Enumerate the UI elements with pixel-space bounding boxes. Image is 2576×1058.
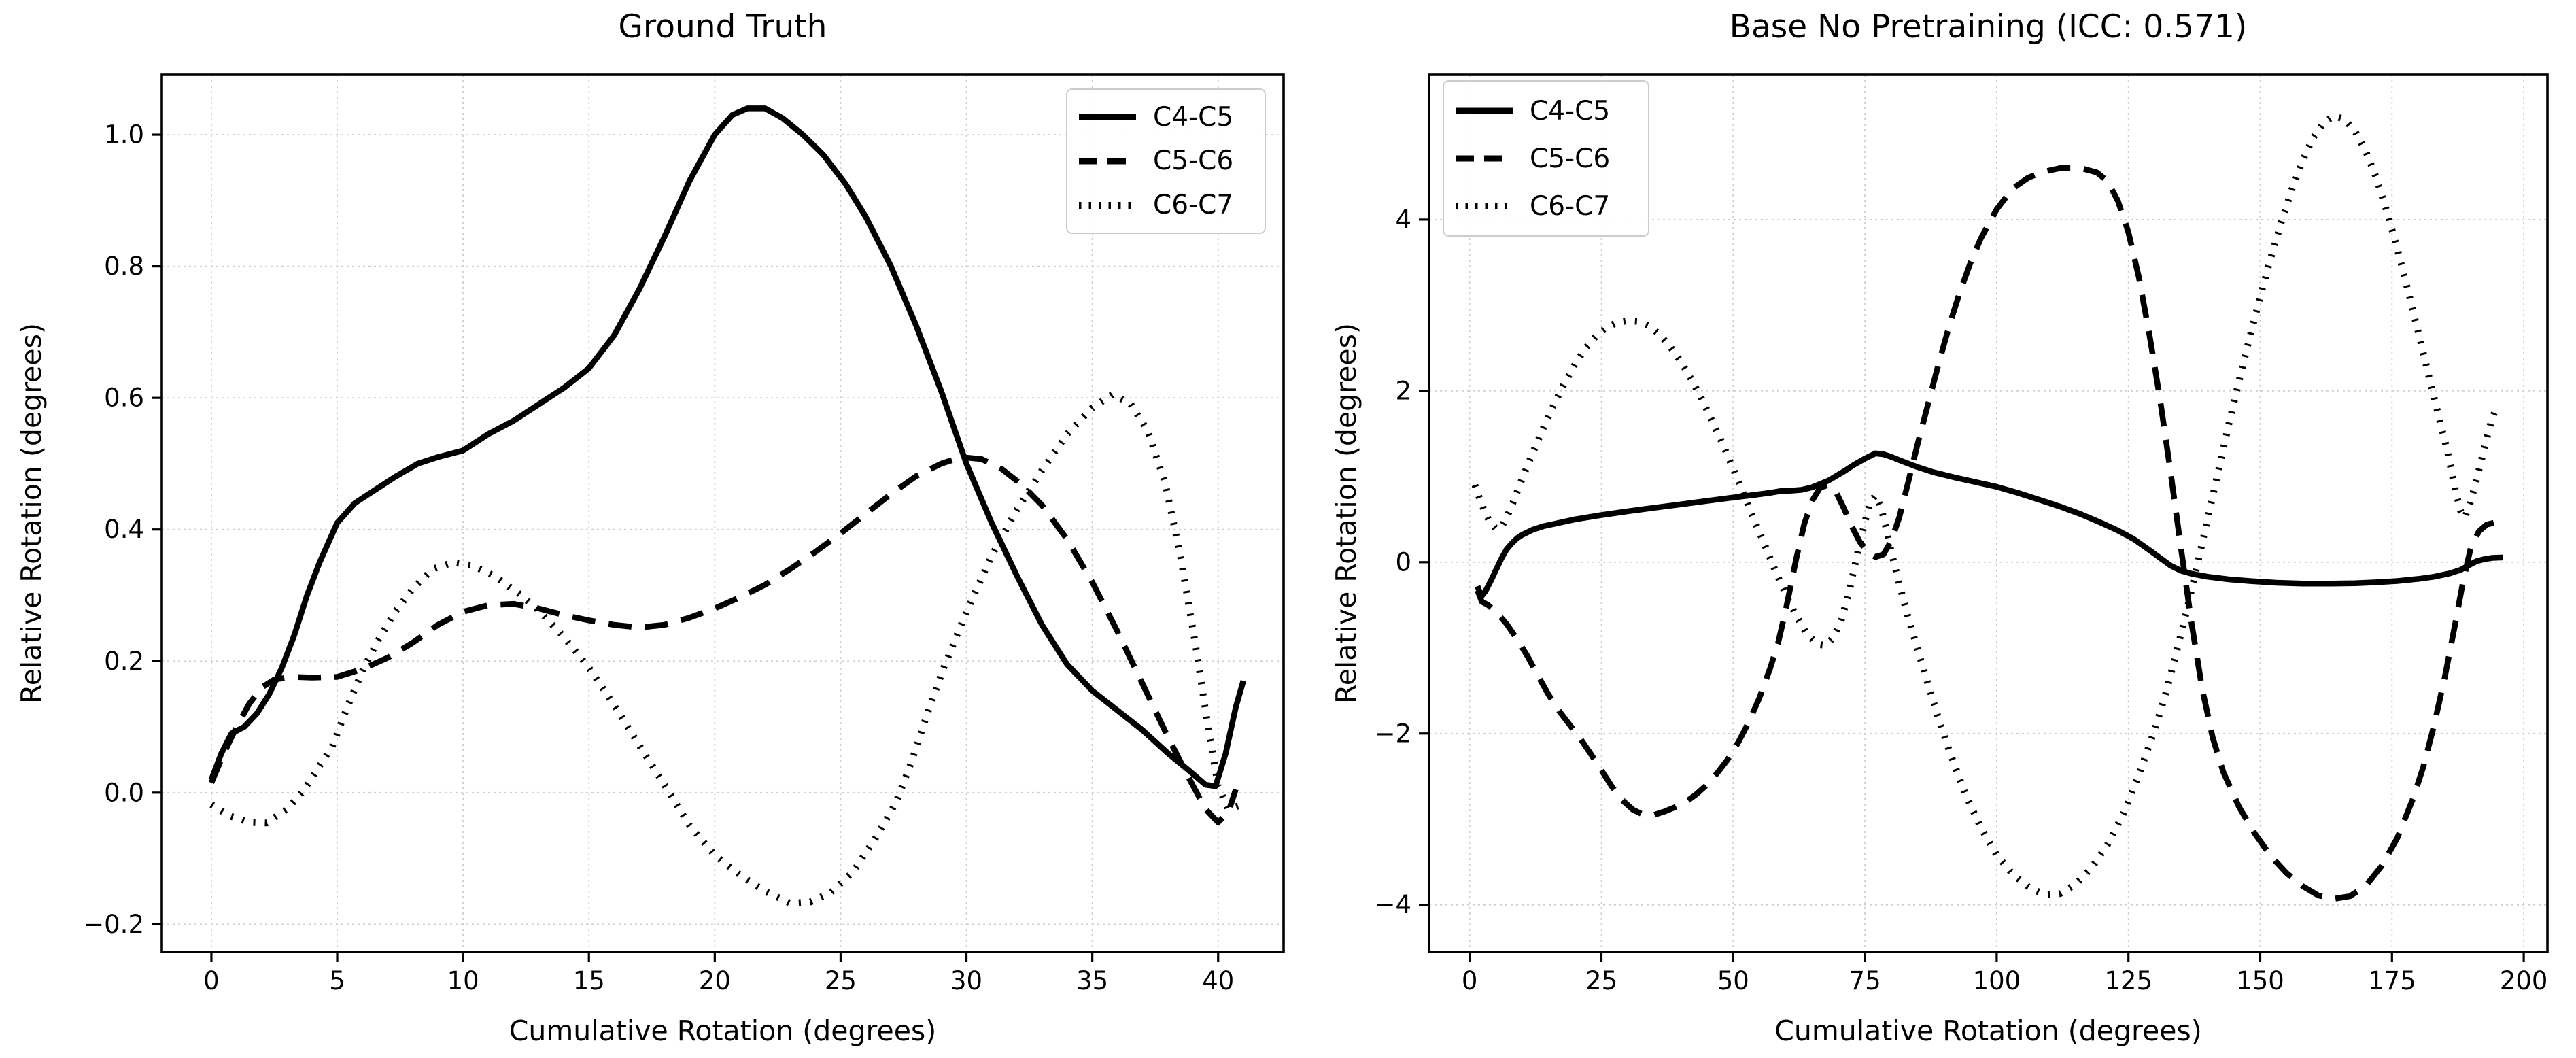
right-x-axis-label: Cumulative Rotation (degrees) (1774, 1014, 2202, 1047)
x-tick-label: 25 (825, 966, 857, 995)
legend-item: C5-C6 (1077, 146, 1255, 176)
dashed-line-icon (1456, 155, 1513, 162)
y-tick-label: 2 (1395, 376, 1411, 405)
y-tick-label: 0.4 (104, 515, 144, 544)
legend-label: C6-C7 (1153, 190, 1234, 221)
y-tick-label: −4 (1374, 890, 1411, 919)
x-tick-label: 50 (1717, 966, 1749, 995)
plot-spines (1428, 73, 2549, 953)
x-tick-label: 150 (2236, 966, 2284, 995)
x-tick-label: 35 (1076, 966, 1108, 995)
right-legend: C4-C5 C5-C6 C6-C7 (1443, 80, 1649, 237)
series-line-C4-C5 (208, 105, 1246, 789)
solid-line-icon (1079, 114, 1136, 120)
x-tick-label: 0 (1462, 966, 1478, 995)
x-tick-label: 5 (329, 966, 345, 995)
grid-layer (162, 75, 1284, 952)
dotted-line-icon (1079, 201, 1136, 209)
x-tick-label: 25 (1585, 966, 1617, 995)
legend-item: C4-C5 (1077, 102, 1255, 133)
legend-label: C4-C5 (1530, 95, 1611, 126)
dotted-line-icon (1456, 203, 1513, 209)
dashed-line-icon (1079, 158, 1136, 165)
x-tick-label: 0 (203, 966, 220, 995)
x-tick-label: 100 (1973, 966, 2021, 995)
right-y-axis-label: Relative Rotation (degrees) (1330, 323, 1362, 704)
legend-item: C6-C7 (1454, 191, 1638, 222)
series-line-C4-C5 (1475, 450, 2503, 600)
y-tick-label: 4 (1395, 205, 1411, 234)
y-tick-label: 0.6 (104, 383, 144, 413)
x-tick-label: 30 (950, 966, 982, 995)
legend-label: C5-C6 (1530, 143, 1611, 174)
legend-item: C5-C6 (1454, 143, 1638, 174)
legend-label: C5-C6 (1153, 146, 1234, 177)
left-x-axis-label: Cumulative Rotation (degrees) (509, 1014, 937, 1047)
series-line-C6-C7 (209, 391, 1239, 907)
y-tick-label: −2 (1374, 719, 1411, 748)
plot-spines (160, 73, 1285, 953)
x-tick-label: 20 (699, 966, 731, 995)
y-tick-label: 0.2 (104, 647, 144, 676)
y-tick-label: −0.2 (83, 910, 144, 939)
series-line-C5-C6 (208, 454, 1239, 825)
legend-label: C6-C7 (1530, 190, 1611, 222)
legend-label: C4-C5 (1153, 101, 1234, 133)
x-tick-label: 125 (2104, 966, 2152, 995)
x-tick-label: 75 (1849, 966, 1881, 995)
left-y-axis-label: Relative Rotation (degrees) (15, 323, 48, 704)
y-tick-label: 0 (1395, 547, 1411, 577)
y-tick-label: 0.0 (104, 778, 144, 807)
x-tick-label: 15 (573, 966, 605, 995)
series-line-C5-C6 (1475, 165, 2498, 902)
left-chart-title: Ground Truth (618, 8, 827, 46)
series-layer (1471, 112, 2503, 902)
axes-layer: 0 5 10 15 20 25 30 35 40 −0.2 0.0 0.2 0.4 0.6 0.8 1.0 (83, 73, 1285, 995)
y-tick-label: 1.0 (104, 120, 144, 150)
x-tick-label: 200 (2500, 966, 2548, 995)
legend-item: C6-C7 (1077, 190, 1255, 220)
right-chart-title: Base No Pretraining (ICC: 0.571) (1729, 8, 2248, 46)
solid-line-icon (1456, 107, 1513, 114)
x-tick-label: 175 (2368, 966, 2416, 995)
x-tick-label: 10 (447, 966, 479, 995)
axes-layer: 0 25 50 75 100 125 150 175 200 −4 −2 0 2 4 (1374, 73, 2549, 995)
series-layer (208, 105, 1246, 907)
y-tick-label: 0.8 (104, 252, 144, 281)
left-legend: C4-C5 C5-C6 C6-C7 (1066, 88, 1266, 234)
x-tick-label: 40 (1202, 966, 1234, 995)
legend-item: C4-C5 (1454, 96, 1638, 126)
